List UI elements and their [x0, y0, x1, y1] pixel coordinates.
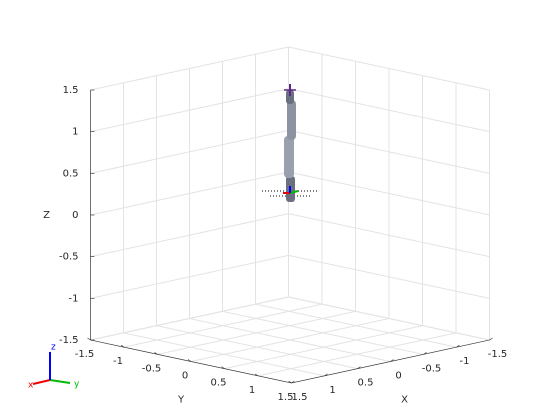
- grid-line: [288, 296, 490, 341]
- grid-line: [257, 332, 457, 377]
- x-tick-label: -1.5: [488, 349, 508, 360]
- x-tick-label: 0: [395, 371, 401, 382]
- tick-mark: [187, 359, 192, 362]
- grid-line: [288, 213, 490, 258]
- tick-mark: [390, 359, 394, 362]
- triad-label: y: [74, 380, 80, 390]
- y-tick-label: 0: [182, 371, 188, 382]
- x-tick-label: -1: [460, 356, 470, 367]
- tick-mark: [120, 344, 125, 348]
- z-tick-label: 0.5: [63, 168, 79, 179]
- grid-line: [288, 88, 490, 133]
- triad-y: [49, 379, 71, 384]
- x-axis-label: X: [401, 395, 408, 406]
- z-tick-label: 1.5: [63, 85, 79, 96]
- y-tick-label: -1.5: [75, 349, 95, 360]
- grid-line: [90, 296, 289, 341]
- x-tick-label: -0.5: [422, 363, 442, 374]
- grid-line: [288, 46, 490, 91]
- z-tick-label: -1.5: [59, 335, 79, 346]
- tick-mark: [456, 344, 460, 348]
- grid-line: [288, 129, 490, 174]
- grid-line: [90, 88, 289, 133]
- z-axis-label: Z: [43, 210, 50, 221]
- grid-line: [288, 171, 490, 216]
- tick-mark: [254, 373, 259, 377]
- robot: [262, 84, 318, 202]
- axes: -1.5 -1 -0.5 0 0.5 1 1.5 -1.5 -1 -0.5 0 0.5 1 1.5 -1.5…: [43, 46, 508, 406]
- grid-line: [190, 318, 390, 362]
- grid-line: [123, 303, 323, 348]
- tick-mark: [154, 352, 158, 355]
- grid-line: [90, 129, 289, 174]
- tick-mark: [489, 337, 493, 341]
- x-tick-label: 1: [329, 385, 335, 396]
- tick-mark: [291, 380, 295, 384]
- z-tick-label: 0: [72, 210, 78, 221]
- y-tick-label: 1: [249, 385, 255, 396]
- grid-line: [288, 254, 490, 299]
- grid-line: [224, 325, 423, 370]
- robot-link: [286, 90, 294, 104]
- tick-mark: [324, 373, 328, 377]
- grid-line: [90, 254, 289, 299]
- grid-line: [90, 46, 289, 91]
- tick-mark: [357, 366, 361, 369]
- triad-x: [32, 379, 51, 385]
- tick-mark: [288, 380, 292, 384]
- triad-label: x: [28, 381, 34, 391]
- tick-mark: [221, 366, 225, 369]
- grid-line: [90, 213, 289, 258]
- y-tick-label: 0.5: [211, 378, 227, 389]
- z-tick-label: 1: [72, 127, 78, 138]
- z-tick-label: -1: [69, 293, 79, 304]
- x-tick-label: 1.5: [292, 392, 308, 403]
- x-tick-label: 0.5: [358, 378, 374, 389]
- grid-line: [90, 171, 289, 216]
- triad: x y z: [28, 343, 80, 391]
- y-tick-label: 1.5: [278, 392, 294, 403]
- triad-label: z: [51, 343, 56, 353]
- y-tick-label: -0.5: [142, 363, 162, 374]
- base-frame: [289, 190, 299, 194]
- grid-line: [157, 310, 356, 355]
- robot-link: [287, 100, 296, 140]
- z-tick-label: -0.5: [59, 252, 79, 263]
- robot-link: [284, 136, 294, 178]
- y-tick-label: -1: [113, 356, 123, 367]
- tick-mark: [87, 337, 91, 341]
- y-axis-label: Y: [177, 395, 185, 406]
- tick-mark: [423, 352, 427, 355]
